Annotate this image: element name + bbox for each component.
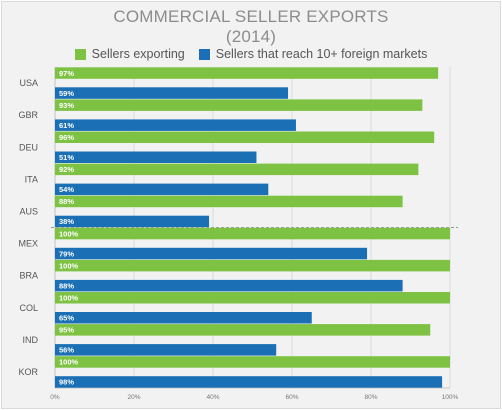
bar-value-label: 88% xyxy=(59,281,74,290)
legend-label-ten-plus-markets: Sellers that reach 10+ foreign markets xyxy=(215,47,428,61)
bar-sellers-exporting xyxy=(55,131,435,143)
bar-value-label: 59% xyxy=(59,89,74,98)
category-label: DEU xyxy=(19,142,38,152)
bar-sellers-exporting xyxy=(55,292,450,304)
bar-ten-plus-markets xyxy=(55,151,257,163)
bar-value-label: 93% xyxy=(59,101,74,110)
category-label: AUS xyxy=(19,206,38,216)
bar-value-label: 100% xyxy=(59,229,79,238)
bar-ten-plus-markets xyxy=(55,119,296,131)
bar-ten-plus-markets xyxy=(55,247,368,260)
bar-value-label: 92% xyxy=(59,165,74,174)
bar-sellers-exporting xyxy=(55,227,450,240)
bar-value-label: 88% xyxy=(59,197,74,206)
bar-sellers-exporting xyxy=(55,195,403,208)
legend-swatch-green xyxy=(74,48,86,60)
bar-value-label: 100% xyxy=(59,261,79,270)
bar-value-label: 56% xyxy=(59,346,74,355)
bar-ten-plus-markets xyxy=(55,376,443,388)
category-label: KOR xyxy=(18,367,38,377)
bar-value-label: 96% xyxy=(59,133,74,142)
x-tick-label: 40% xyxy=(206,394,219,401)
x-tick-label: 0% xyxy=(50,394,60,401)
bar-ten-plus-markets xyxy=(55,344,277,356)
bar-value-label: 54% xyxy=(59,185,74,194)
chart-subtitle: (2014) xyxy=(225,27,277,46)
legend-label-sellers-exporting: Sellers exporting xyxy=(91,47,185,61)
chart-legend: Sellers exporting Sellers that reach 10+… xyxy=(0,47,502,61)
bar-value-label: 100% xyxy=(59,294,79,303)
bar-ten-plus-markets xyxy=(55,279,403,292)
category-label: IND xyxy=(23,335,39,345)
category-label: COL xyxy=(19,303,38,313)
bar-ten-plus-markets xyxy=(55,215,210,228)
bar-value-label: 95% xyxy=(59,326,74,335)
bar-value-label: 38% xyxy=(59,217,74,226)
bar-sellers-exporting xyxy=(55,163,419,176)
bar-value-label: 98% xyxy=(59,378,74,387)
legend-item-ten-plus-markets: Sellers that reach 10+ foreign markets xyxy=(198,47,428,61)
category-label: ITA xyxy=(25,174,38,184)
bar-sellers-exporting xyxy=(55,99,423,111)
bar-value-label: 65% xyxy=(59,314,74,323)
bar-value-label: 100% xyxy=(59,358,79,367)
bar-ten-plus-markets xyxy=(55,183,269,196)
category-label: BRA xyxy=(19,271,38,281)
bar-value-label: 97% xyxy=(59,69,74,78)
category-label: GBR xyxy=(18,110,38,120)
category-label: USA xyxy=(19,78,38,88)
bar-sellers-exporting xyxy=(55,259,450,272)
bar-sellers-exporting xyxy=(55,324,431,336)
chart-title: COMMERCIAL SELLER EXPORTS xyxy=(113,7,389,26)
bar-value-label: 51% xyxy=(59,153,74,162)
x-tick-label: 60% xyxy=(285,394,298,401)
category-label: MEX xyxy=(18,239,38,249)
legend-item-sellers-exporting: Sellers exporting xyxy=(74,47,185,61)
legend-swatch-blue xyxy=(198,48,210,60)
bar-ten-plus-markets xyxy=(55,312,312,324)
bar-sellers-exporting xyxy=(55,67,439,79)
bar-value-label: 61% xyxy=(59,121,74,130)
bar-value-label: 79% xyxy=(59,249,74,258)
bar-ten-plus-markets xyxy=(55,87,289,99)
x-tick-label: 20% xyxy=(127,394,140,401)
bar-sellers-exporting xyxy=(55,356,450,368)
x-tick-label: 100% xyxy=(442,394,459,401)
x-tick-label: 80% xyxy=(364,394,377,401)
